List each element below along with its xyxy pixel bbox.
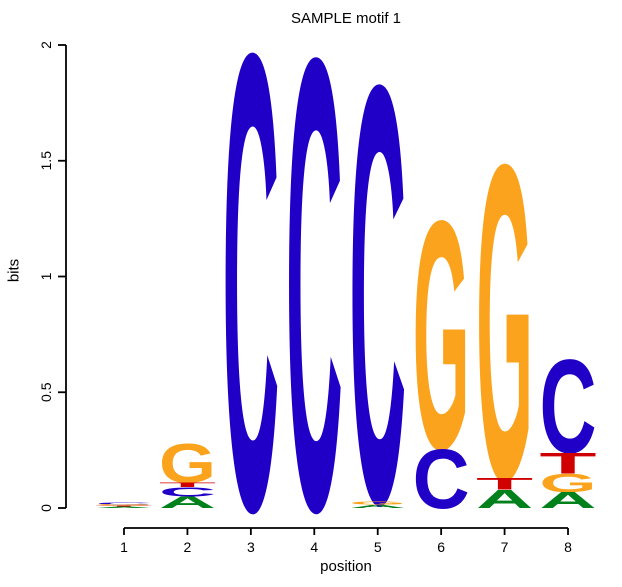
logo-letter-glyph-T: T bbox=[540, 447, 597, 480]
logo-letter-C: C bbox=[159, 485, 216, 500]
logo-letter-C: C bbox=[96, 502, 153, 505]
logo-letter-C: C bbox=[286, 0, 343, 587]
logo-letter-T: T bbox=[540, 447, 597, 480]
logo-letter-A: A bbox=[540, 488, 597, 513]
logo-letter-glyph-G: G bbox=[159, 433, 216, 495]
logo-letter-T: T bbox=[476, 475, 533, 493]
x-axis-label: position bbox=[320, 558, 372, 575]
logo-letter-G: G bbox=[349, 500, 406, 505]
x-tick-label: 6 bbox=[437, 539, 445, 555]
x-tick-label: 5 bbox=[374, 539, 382, 555]
logo-letter-glyph-C: C bbox=[222, 0, 279, 587]
logo-letter-A: A bbox=[349, 504, 406, 509]
logo-letter-glyph-G: G bbox=[96, 504, 153, 506]
logo-letter-glyph-A: A bbox=[159, 493, 216, 511]
x-tick-label: 1 bbox=[120, 539, 128, 555]
logo-letter-A: A bbox=[159, 493, 216, 511]
logo-letter-glyph-T: T bbox=[159, 481, 216, 488]
y-tick-label: 0 bbox=[38, 504, 54, 512]
logo-letter-glyph-C: C bbox=[286, 0, 343, 587]
logo-letter-glyph-G: G bbox=[476, 72, 533, 575]
logo-letter-G: G bbox=[96, 504, 153, 506]
logo-letter-C: C bbox=[349, 0, 406, 587]
logo-letter-glyph-C: C bbox=[349, 0, 406, 587]
logo-letter-C: C bbox=[540, 332, 597, 481]
logo-letter-glyph-C: C bbox=[540, 332, 597, 481]
logo-letter-glyph-C: C bbox=[413, 431, 470, 526]
logo-letter-glyph-G: G bbox=[540, 469, 597, 498]
logo-letter-C: C bbox=[413, 431, 470, 526]
y-tick-label: 1 bbox=[38, 272, 54, 280]
logo-letter-glyph-A: A bbox=[476, 485, 533, 514]
logo-letter-T: T bbox=[96, 505, 153, 507]
logo-letter-G: G bbox=[159, 433, 216, 495]
x-tick-label: 2 bbox=[184, 539, 192, 555]
logo-letter-T: T bbox=[159, 481, 216, 488]
logo-letter-glyph-T: T bbox=[476, 475, 533, 493]
logo-letter-glyph-G: G bbox=[349, 500, 406, 505]
logo-letter-G: G bbox=[540, 469, 597, 498]
logo-letter-G: G bbox=[476, 72, 533, 575]
y-tick-label: 2 bbox=[38, 41, 54, 49]
x-tick-label: 4 bbox=[310, 539, 318, 555]
chart-title: SAMPLE motif 1 bbox=[290, 10, 402, 27]
logo-letter-glyph-A: A bbox=[96, 507, 153, 509]
logo-letter-glyph-T: T bbox=[96, 505, 153, 507]
x-tick-label: 8 bbox=[564, 539, 572, 555]
x-tick-label: 3 bbox=[247, 539, 255, 555]
logo-letter-glyph-C: C bbox=[96, 502, 153, 505]
logo-letter-glyph-G: G bbox=[413, 154, 470, 518]
logo-letter-A: A bbox=[476, 485, 533, 514]
logo-letter-C: C bbox=[222, 0, 279, 587]
y-tick-label: 0.5 bbox=[38, 382, 54, 402]
x-tick-label: 7 bbox=[501, 539, 509, 555]
logo-letter-A: A bbox=[96, 507, 153, 509]
y-tick-label: 1.5 bbox=[38, 151, 54, 171]
logo-letter-G: G bbox=[413, 154, 470, 518]
logo-letter-glyph-A: A bbox=[540, 488, 597, 513]
logo-letter-glyph-A: A bbox=[349, 504, 406, 509]
logo-letter-glyph-C: C bbox=[159, 485, 216, 500]
